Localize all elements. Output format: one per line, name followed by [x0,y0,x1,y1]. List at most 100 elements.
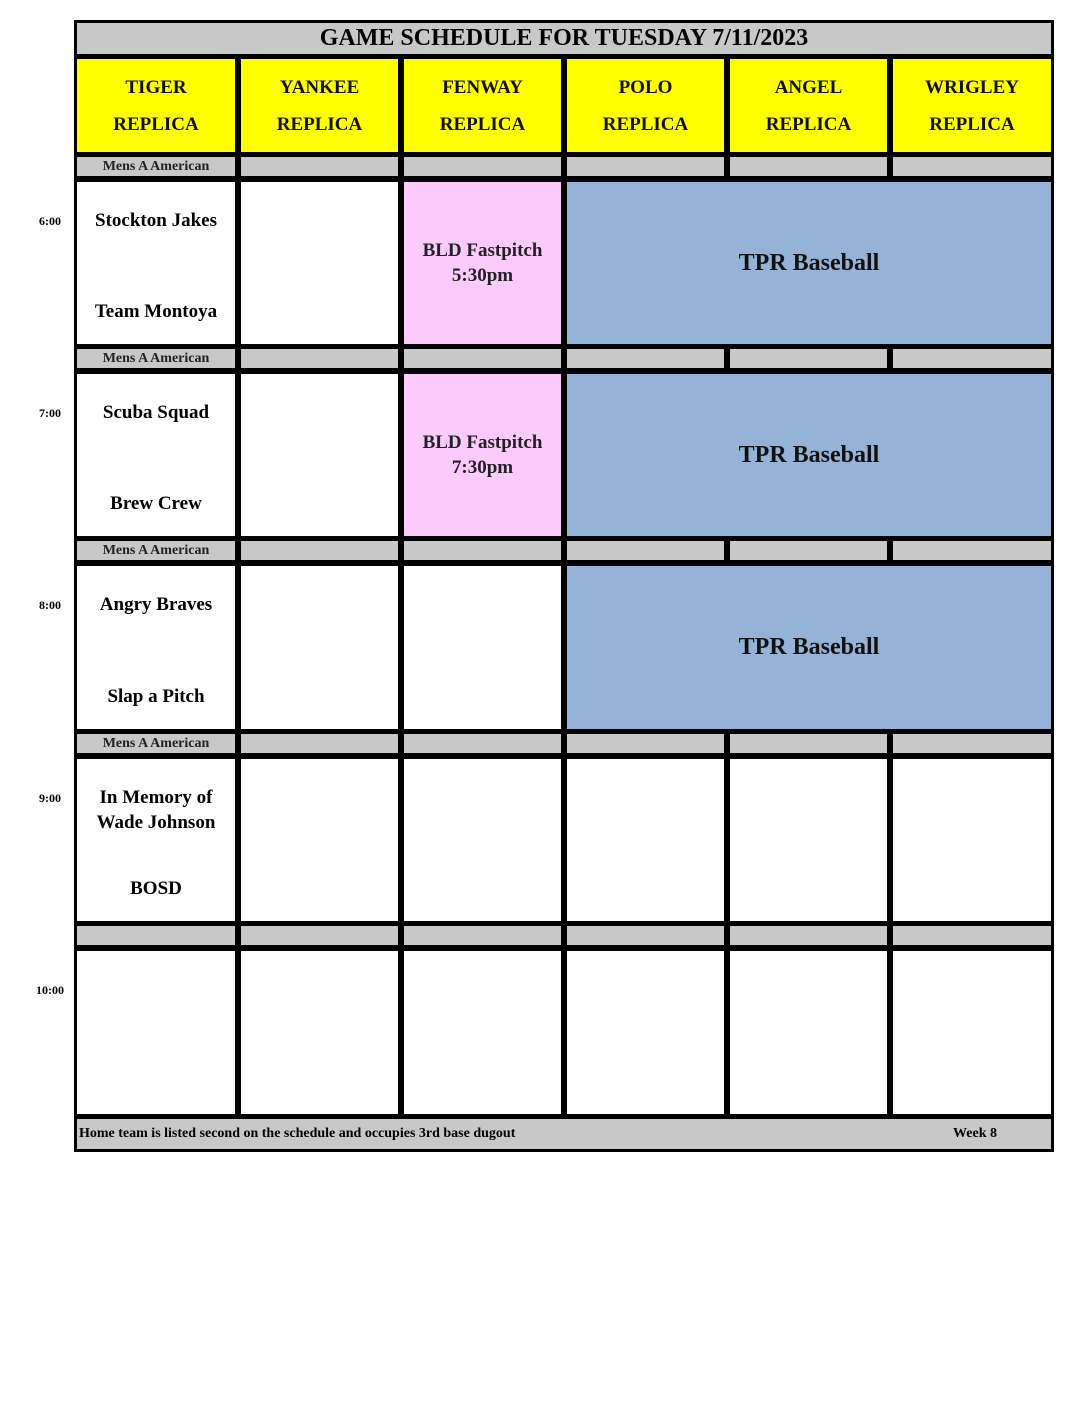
division-bar [727,731,890,756]
division-label: Mens A American [102,158,210,174]
division-bar [564,538,727,563]
division-bar: Mens A American [74,154,238,179]
time-label: 10:00 [36,983,64,997]
empty-cell [401,756,564,924]
footer-bar: Home team is listed second on the schedu… [74,1116,1054,1152]
division-label: Mens A American [102,735,210,751]
division-bar [727,154,890,179]
field-name: YANKEE [279,76,360,98]
field-name: POLO [618,76,673,98]
division-bar [890,923,1054,948]
division-bar [890,538,1054,563]
division-bar [238,154,401,179]
field-name: ANGEL [774,76,843,98]
empty-cell [401,948,564,1117]
field-name: WRIGLEY [925,76,1019,98]
footer-note: Home team is listed second on the schedu… [79,1126,516,1141]
reserved-block: TPR Baseball [564,563,1054,732]
division-bar [727,538,890,563]
field-name: TIGER [125,76,187,98]
home-team: Slap a Pitch [107,686,205,707]
division-bar [727,346,890,371]
empty-cell [727,756,890,924]
division-bar [401,538,564,563]
fastpitch-time: 5:30pm [451,265,514,286]
division-bar [401,731,564,756]
division-bar [564,923,727,948]
division-bar [564,154,727,179]
division-bar [727,923,890,948]
game-cell: Angry Braves Slap a Pitch [74,563,238,732]
field-subtitle: REPLICA [276,113,363,135]
game-cell: In Memory of Wade Johnson BOSD [74,756,238,924]
week-label: Week 8 [953,1126,997,1141]
away-team: Stockton Jakes [95,210,217,231]
empty-cell [890,948,1054,1117]
division-bar [238,923,401,948]
division-bar [890,346,1054,371]
division-bar [74,923,238,948]
field-header: ANGEL REPLICA [727,56,890,155]
field-subtitle: REPLICA [929,113,1015,135]
empty-cell [238,179,401,347]
division-label: Mens A American [102,350,210,366]
field-header: TIGER REPLICA [74,56,238,155]
home-team: Brew Crew [110,493,202,514]
division-bar [890,731,1054,756]
home-team: Team Montoya [94,301,218,322]
time-label: 8:00 [39,598,61,612]
empty-cell [238,948,401,1117]
game-cell [74,948,238,1117]
field-subtitle: REPLICA [113,113,199,135]
fastpitch-block: BLD Fastpitch 5:30pm [401,179,564,347]
field-header: POLO REPLICA [564,56,727,155]
division-bar [890,154,1054,179]
time-label: 9:00 [39,791,61,805]
division-label: Mens A American [102,542,210,558]
field-subtitle: REPLICA [602,113,689,135]
reserved-label: TPR Baseball [738,634,880,660]
division-bar [238,538,401,563]
field-header: FENWAY REPLICA [401,56,564,155]
game-cell: Scuba Squad Brew Crew [74,371,238,539]
fastpitch-name: BLD Fastpitch [422,432,543,453]
division-bar [564,346,727,371]
division-bar [401,346,564,371]
field-header: YANKEE REPLICA [238,56,401,155]
reserved-label: TPR Baseball [738,441,880,468]
empty-cell [238,563,401,732]
fastpitch-block: BLD Fastpitch 7:30pm [401,371,564,539]
empty-cell [564,756,727,924]
title-text: GAME SCHEDULE FOR TUESDAY 7/11/2023 [319,25,809,51]
time-label: 6:00 [39,214,61,228]
field-name: FENWAY [442,76,523,98]
time-label: 7:00 [39,406,61,420]
reserved-block: TPR Baseball [564,179,1054,347]
field-subtitle: REPLICA [439,113,526,135]
empty-cell [401,563,564,732]
division-bar [238,731,401,756]
reserved-label: TPR Baseball [738,249,880,276]
empty-cell [890,756,1054,924]
fastpitch-name: BLD Fastpitch [422,240,543,261]
empty-cell [238,371,401,539]
empty-cell [727,948,890,1117]
division-bar: Mens A American [74,731,238,756]
division-bar: Mens A American [74,538,238,563]
empty-cell [238,756,401,924]
away-team: In Memory of Wade Johnson [96,787,216,833]
home-team: BOSD [130,878,182,899]
division-bar [564,731,727,756]
division-bar [238,346,401,371]
away-team: Scuba Squad [102,402,210,423]
division-bar [401,923,564,948]
field-header: WRIGLEY REPLICA [890,56,1054,155]
division-bar [401,154,564,179]
field-subtitle: REPLICA [765,113,852,135]
division-bar: Mens A American [74,346,238,371]
page-title: GAME SCHEDULE FOR TUESDAY 7/11/2023 [74,20,1054,57]
empty-cell [564,948,727,1117]
fastpitch-time: 7:30pm [451,457,514,478]
game-cell: Stockton Jakes Team Montoya [74,179,238,347]
away-team: Angry Braves [99,594,213,615]
